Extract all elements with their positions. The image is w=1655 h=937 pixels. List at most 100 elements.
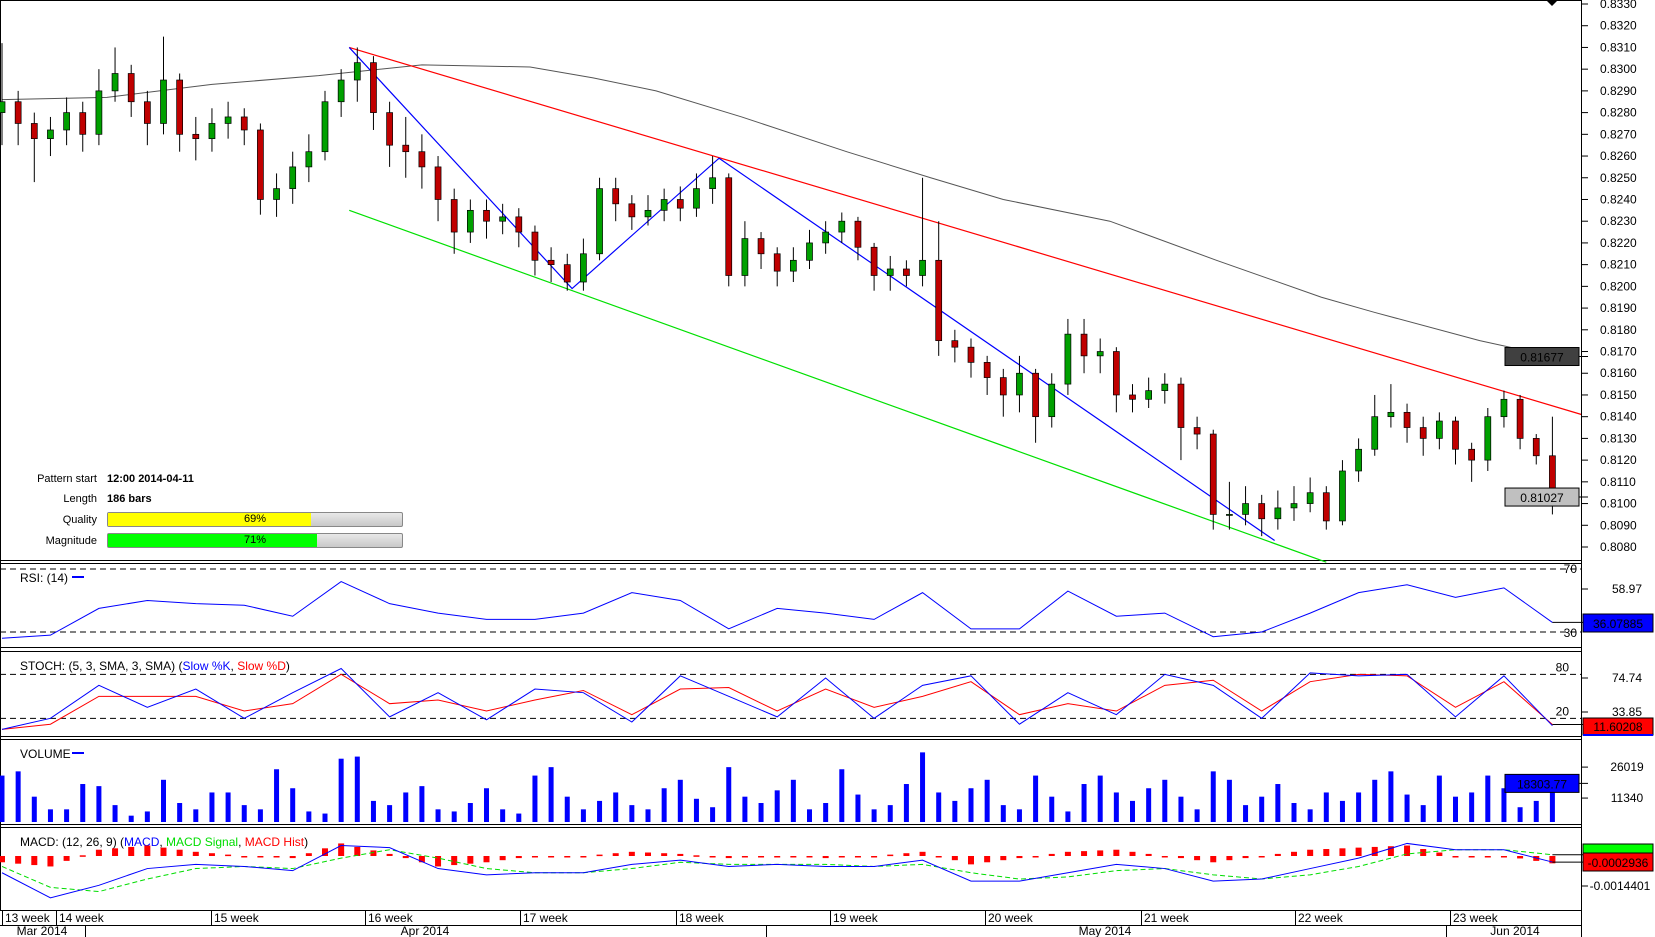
macd-title-part: MACD bbox=[124, 835, 160, 849]
candle bbox=[1048, 373, 1056, 428]
volume-bar bbox=[548, 767, 554, 822]
macd-hist-bar bbox=[112, 848, 119, 856]
candle bbox=[1500, 390, 1508, 428]
macd-hist-bar bbox=[289, 856, 296, 859]
candle bbox=[563, 253, 571, 291]
volume-bar bbox=[1533, 800, 1539, 822]
volume-bar bbox=[1194, 809, 1200, 822]
price-tick-label: 0.8100 bbox=[1600, 497, 1637, 511]
macd-hist-bar bbox=[612, 853, 619, 856]
macd-hist-bar bbox=[1549, 856, 1556, 864]
macd-title-part: , bbox=[238, 835, 245, 849]
candle-body bbox=[14, 101, 22, 124]
last-price-label-box bbox=[1504, 487, 1580, 507]
candle-body bbox=[47, 129, 54, 140]
macd-hist-bar bbox=[515, 856, 522, 859]
macd-hist-bar bbox=[1226, 856, 1233, 861]
volume-bar bbox=[710, 807, 716, 822]
candle-body bbox=[240, 116, 248, 131]
candle-body bbox=[951, 340, 959, 348]
volume-bar bbox=[1339, 800, 1345, 822]
week-label: 20 week bbox=[988, 911, 1034, 925]
candle bbox=[353, 47, 361, 102]
volume-bar bbox=[1275, 784, 1281, 822]
volume-bar bbox=[742, 796, 748, 822]
volume-value-label: 18303.77 bbox=[1517, 777, 1567, 791]
candle-body bbox=[111, 73, 119, 92]
volume-bar bbox=[645, 809, 651, 822]
volume-tick-label: 26019 bbox=[1610, 760, 1644, 774]
price-tick-label: 0.8300 bbox=[1600, 62, 1637, 76]
month-label: May 2014 bbox=[1079, 924, 1132, 937]
support-line bbox=[349, 209, 1327, 563]
candle bbox=[289, 151, 297, 204]
volume-bar bbox=[1000, 805, 1006, 822]
volume-bar bbox=[774, 790, 780, 822]
candle bbox=[30, 112, 38, 183]
volume-bar bbox=[1243, 805, 1249, 822]
macd-hist-bar bbox=[257, 856, 264, 858]
candle bbox=[1403, 403, 1411, 443]
macd-hist-bar bbox=[1468, 856, 1475, 858]
macd-hist-bar bbox=[1097, 850, 1104, 856]
candle-body bbox=[531, 231, 539, 261]
volume-bar bbox=[1226, 779, 1232, 822]
macd-hist-bar bbox=[322, 848, 328, 856]
volume-bar bbox=[968, 788, 974, 822]
macd-hist-bar bbox=[838, 856, 845, 858]
candle-body bbox=[967, 346, 975, 363]
candle-body bbox=[1339, 470, 1346, 522]
volume-bar bbox=[613, 792, 619, 822]
volume-bar bbox=[1210, 771, 1216, 822]
candle bbox=[1145, 377, 1153, 408]
rsi-line bbox=[1, 581, 1553, 639]
candle bbox=[1064, 318, 1072, 395]
candle bbox=[1355, 438, 1362, 482]
candle bbox=[418, 134, 426, 189]
pattern-start-value: 12:00 2014-04-11 bbox=[107, 473, 194, 485]
candle bbox=[370, 56, 377, 130]
macd-hist-bar bbox=[1291, 851, 1297, 856]
price-tick-label: 0.8330 bbox=[1600, 0, 1637, 11]
volume-bar bbox=[693, 798, 699, 822]
candle bbox=[1080, 318, 1088, 374]
candle bbox=[1387, 384, 1395, 428]
macd-hist-bar bbox=[709, 856, 716, 858]
candle bbox=[192, 116, 200, 161]
candle bbox=[111, 47, 119, 102]
volume-bar bbox=[1016, 809, 1022, 822]
macd-value-box bbox=[1582, 852, 1654, 872]
candle bbox=[1177, 377, 1185, 461]
volume-bar bbox=[274, 769, 280, 822]
macd-hist-bar bbox=[499, 856, 506, 861]
volume-bar bbox=[936, 792, 942, 822]
candle bbox=[725, 173, 733, 287]
volume-bar bbox=[903, 784, 909, 822]
candle-body bbox=[806, 242, 813, 261]
macd-hist-bar bbox=[903, 853, 910, 856]
stoch-title-part: Slow %K bbox=[182, 659, 230, 673]
macd-hist-bar bbox=[1436, 852, 1443, 856]
candle-body bbox=[1112, 351, 1120, 396]
volume-bar bbox=[726, 767, 732, 822]
macd-hist-bar bbox=[677, 853, 684, 856]
macd-hist-bar bbox=[338, 843, 345, 856]
candle-body bbox=[30, 123, 38, 140]
macd-hist-bar bbox=[225, 854, 232, 857]
volume-bar bbox=[500, 809, 506, 822]
price-tick-label: 0.8270 bbox=[1600, 127, 1637, 141]
candle bbox=[305, 134, 313, 183]
candle bbox=[467, 199, 474, 243]
macd-hist-bar bbox=[580, 856, 587, 858]
macd-hist-bar bbox=[871, 856, 878, 858]
macd-hist-bar bbox=[370, 850, 377, 856]
candle bbox=[1193, 416, 1201, 450]
pattern-info-panel: Pattern start 12:00 2014-04-11 Length 18… bbox=[0, 470, 420, 550]
volume-bar bbox=[322, 813, 328, 822]
candle-body bbox=[337, 79, 345, 103]
macd-hist-bar bbox=[1016, 856, 1023, 859]
ma-value-label-box bbox=[1504, 347, 1580, 367]
pattern-start-label: Pattern start bbox=[37, 473, 97, 485]
macd-hist-bar bbox=[984, 856, 991, 863]
macd-hist-bar bbox=[919, 851, 926, 856]
